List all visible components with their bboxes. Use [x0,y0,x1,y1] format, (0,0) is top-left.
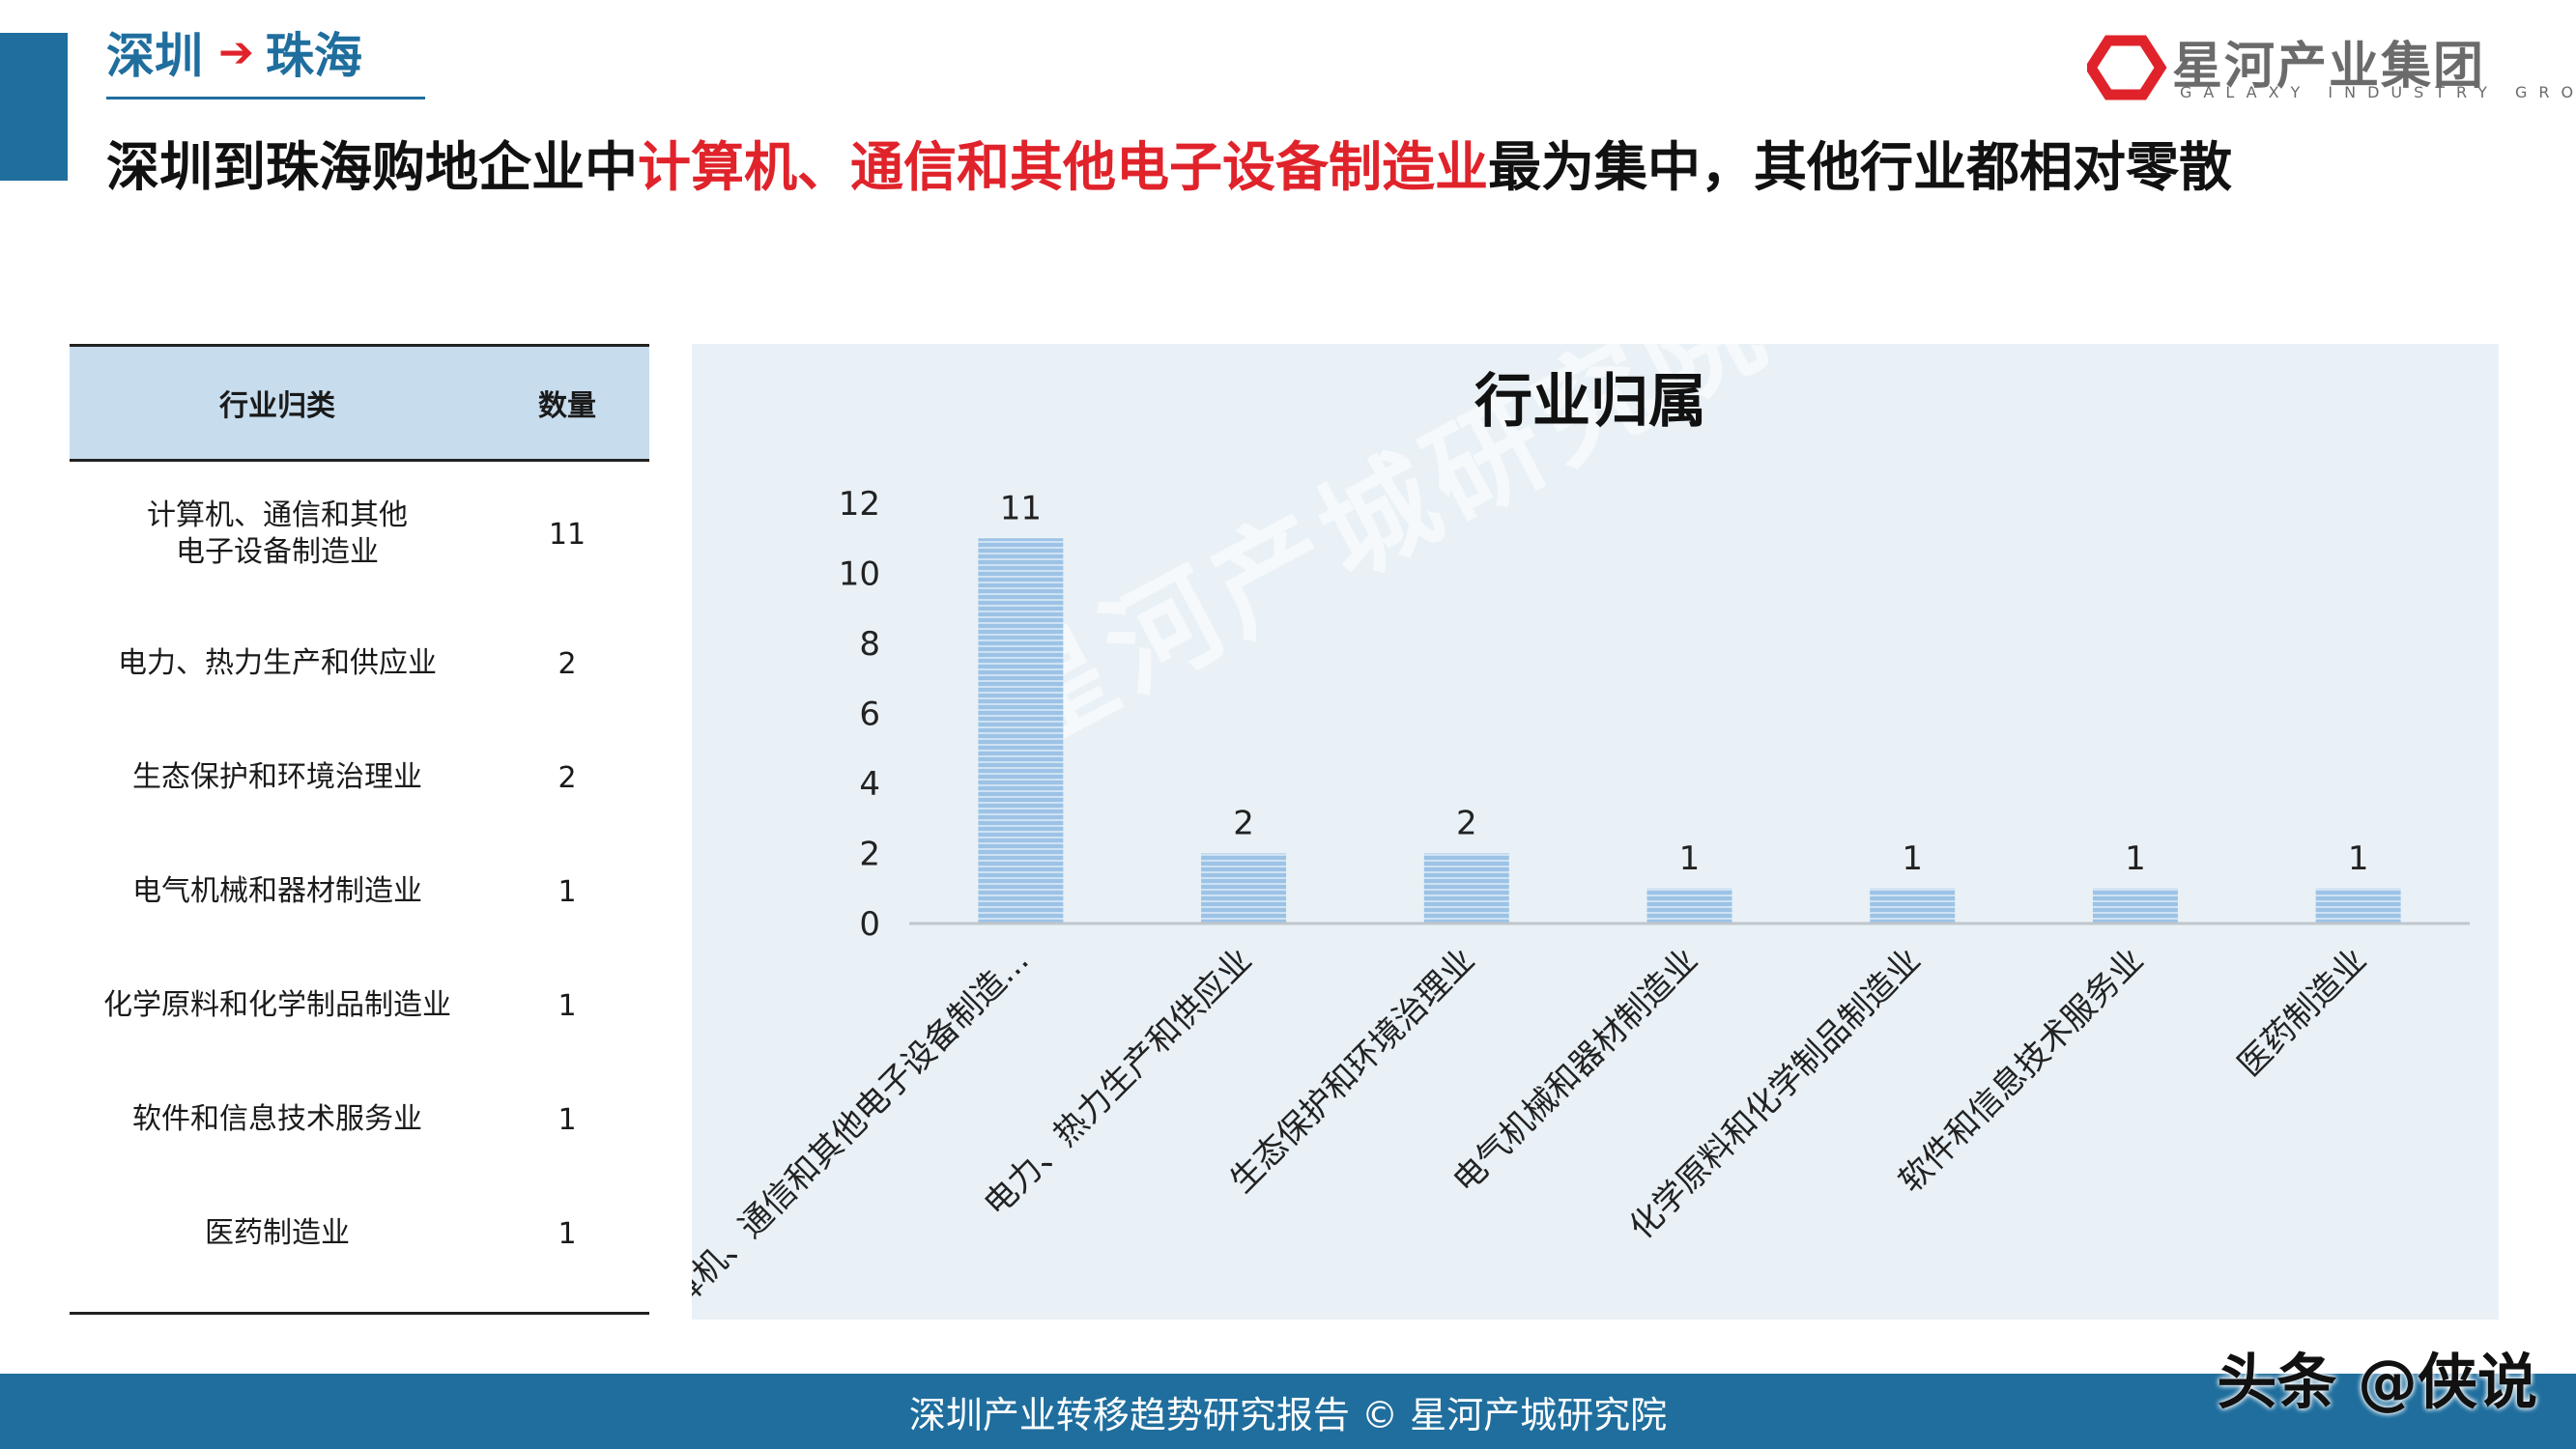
cell-industry: 计算机、通信和其他电子设备制造业 [147,498,408,569]
cell-industry: 电力、热力生产和供应业 [118,646,437,680]
cell-count: 2 [558,646,577,681]
arrow-right-icon: ➔ [218,27,254,77]
headline-highlight: 计算机、通信和其他电子设备制造业 [638,136,1489,198]
bar [1201,853,1287,923]
logo-text-en: GALAXY INDUSTRY GROUP [2180,83,2576,101]
table-bottom-rule [70,1312,649,1315]
col-header-count: 数量 [538,389,596,423]
table-row: 电力、热力生产和供应业 2 [70,607,649,721]
cell-industry: 电气机械和器材制造业 [132,874,422,908]
logo-mark-icon [2087,35,2167,100]
data-label: 11 [1000,489,1042,527]
data-label: 2 [1233,805,1254,843]
breadcrumb-underline [106,97,425,99]
table-row: 生态保护和环境治理业 2 [70,721,649,835]
breadcrumb: 深圳 ➔ 珠海 [106,21,362,85]
cell-industry: 生态保护和环境治理业 [132,760,422,794]
x-tick-label: 医药制造业 [2231,941,2374,1084]
x-tick-label: 生态保护和环境治理业 [1222,941,1482,1201]
logo-text-cn: 星河产业集团 [2172,38,2486,96]
data-label: 1 [1679,839,1701,878]
cell-count: 11 [548,517,587,552]
table-header: 行业归类 数量 [70,344,649,462]
y-tick-label: 0 [859,905,880,944]
table-row: 电气机械和器材制造业 1 [70,835,649,949]
bar [1423,853,1509,923]
bar [1870,888,1956,923]
col-header-industry: 行业归类 [219,389,335,423]
headline-part1: 深圳到珠海购地企业中 [106,136,639,198]
data-label: 1 [2348,839,2369,878]
y-axis: 0 2 4 6 8 10 12 [839,485,880,944]
bars: 112 21 1 1 1 [978,489,2401,923]
table-row: 软件和信息技术服务业 1 [70,1063,649,1177]
bar [2092,888,2178,923]
cell-count: 1 [558,874,577,909]
left-accent-bar [0,33,68,181]
table-row: 计算机、通信和其他电子设备制造业 11 [70,462,649,607]
cell-count: 1 [558,1102,577,1137]
chart-title: 行业归属 [1474,368,1706,436]
crumb-from: 深圳 [106,28,203,84]
chart-panel: 星河产城研究院 行业归属 0 2 4 6 8 10 12 11 2 2 1 1 1 1 计算机、通信和其… [692,257,2499,1320]
table-row: 化学原料和化学制品制造业 1 [70,949,649,1063]
y-tick-label: 8 [859,625,880,664]
footer-bar: 深圳产业转移趋势研究报告 © 星河产城研究院 [0,1374,2576,1449]
bar [978,538,1064,923]
table-row: 医药制造业 1 [70,1177,649,1291]
cell-industry: 软件和信息技术服务业 [132,1102,422,1136]
x-axis: 计算机、通信和其他电子设备制造...电力、热力生产和供应业生态保护和环境治理业电… [692,922,2470,1320]
y-tick-label: 6 [859,696,880,734]
data-label: 2 [1456,805,1477,843]
industry-table: 行业归类 数量 计算机、通信和其他电子设备制造业 11 电力、热力生产和供应业 … [70,344,649,1315]
cell-count: 1 [558,1216,577,1251]
data-label: 1 [1902,839,1923,878]
cell-count: 1 [558,988,577,1023]
footer-text: 深圳产业转移趋势研究报告 © 星河产城研究院 [908,1393,1668,1436]
headline-part2: 最为集中，其他行业都相对零散 [1488,136,2233,198]
cell-count: 2 [558,760,577,795]
y-tick-label: 12 [839,485,880,524]
page-title: 深圳到珠海购地企业中计算机、通信和其他电子设备制造业最为集中，其他行业都相对零散 [106,124,2232,201]
x-tick-label: 计算机、通信和其他电子设备制造... [692,941,1037,1320]
x-tick-label: 电气机械和器材制造业 [1445,941,1705,1201]
cell-industry: 化学原料和化学制品制造业 [103,988,451,1022]
company-logo: 星河产业集团 GALAXY INDUSTRY GROUP [2087,29,2576,106]
crumb-to: 珠海 [265,28,362,84]
data-label: 1 [2125,839,2146,878]
x-tick-label: 软件和信息技术服务业 [1892,941,2152,1201]
y-tick-label: 4 [859,765,880,804]
y-tick-label: 10 [839,555,880,594]
y-tick-label: 2 [859,836,880,874]
cell-industry: 医药制造业 [205,1216,350,1250]
bar [2315,888,2401,923]
bar [1646,888,1732,923]
source-watermark: 头条 @侠说 [2217,1347,2537,1417]
